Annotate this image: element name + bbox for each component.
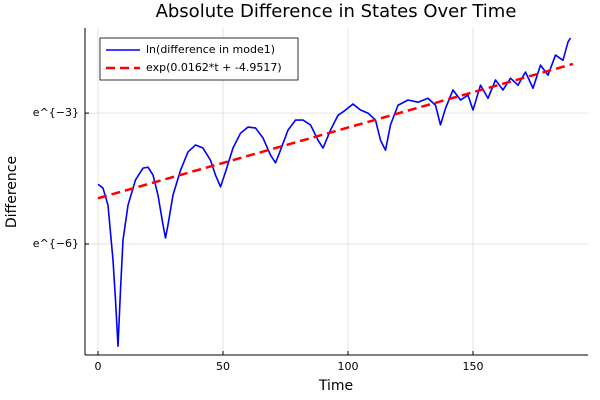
y-tick-label: e^{−3} (33, 106, 79, 119)
y-axis-label: Difference (4, 156, 20, 228)
x-tick-label: 150 (463, 360, 484, 373)
chart-title: Absolute Difference in States Over Time (156, 1, 517, 22)
legend-label: ln(difference in mode1) (146, 43, 275, 56)
x-tick-label: 0 (95, 360, 102, 373)
legend-box (99, 37, 299, 81)
x-tick-label: 100 (338, 360, 359, 373)
x-axis-label: Time (318, 378, 353, 394)
series-line (97, 62, 574, 200)
legend-label: exp(0.0162*t + -4.9517) (146, 61, 282, 74)
y-tick-label: e^{−6} (33, 237, 79, 250)
x-tick-label: 50 (216, 360, 230, 373)
series-line (97, 37, 572, 347)
